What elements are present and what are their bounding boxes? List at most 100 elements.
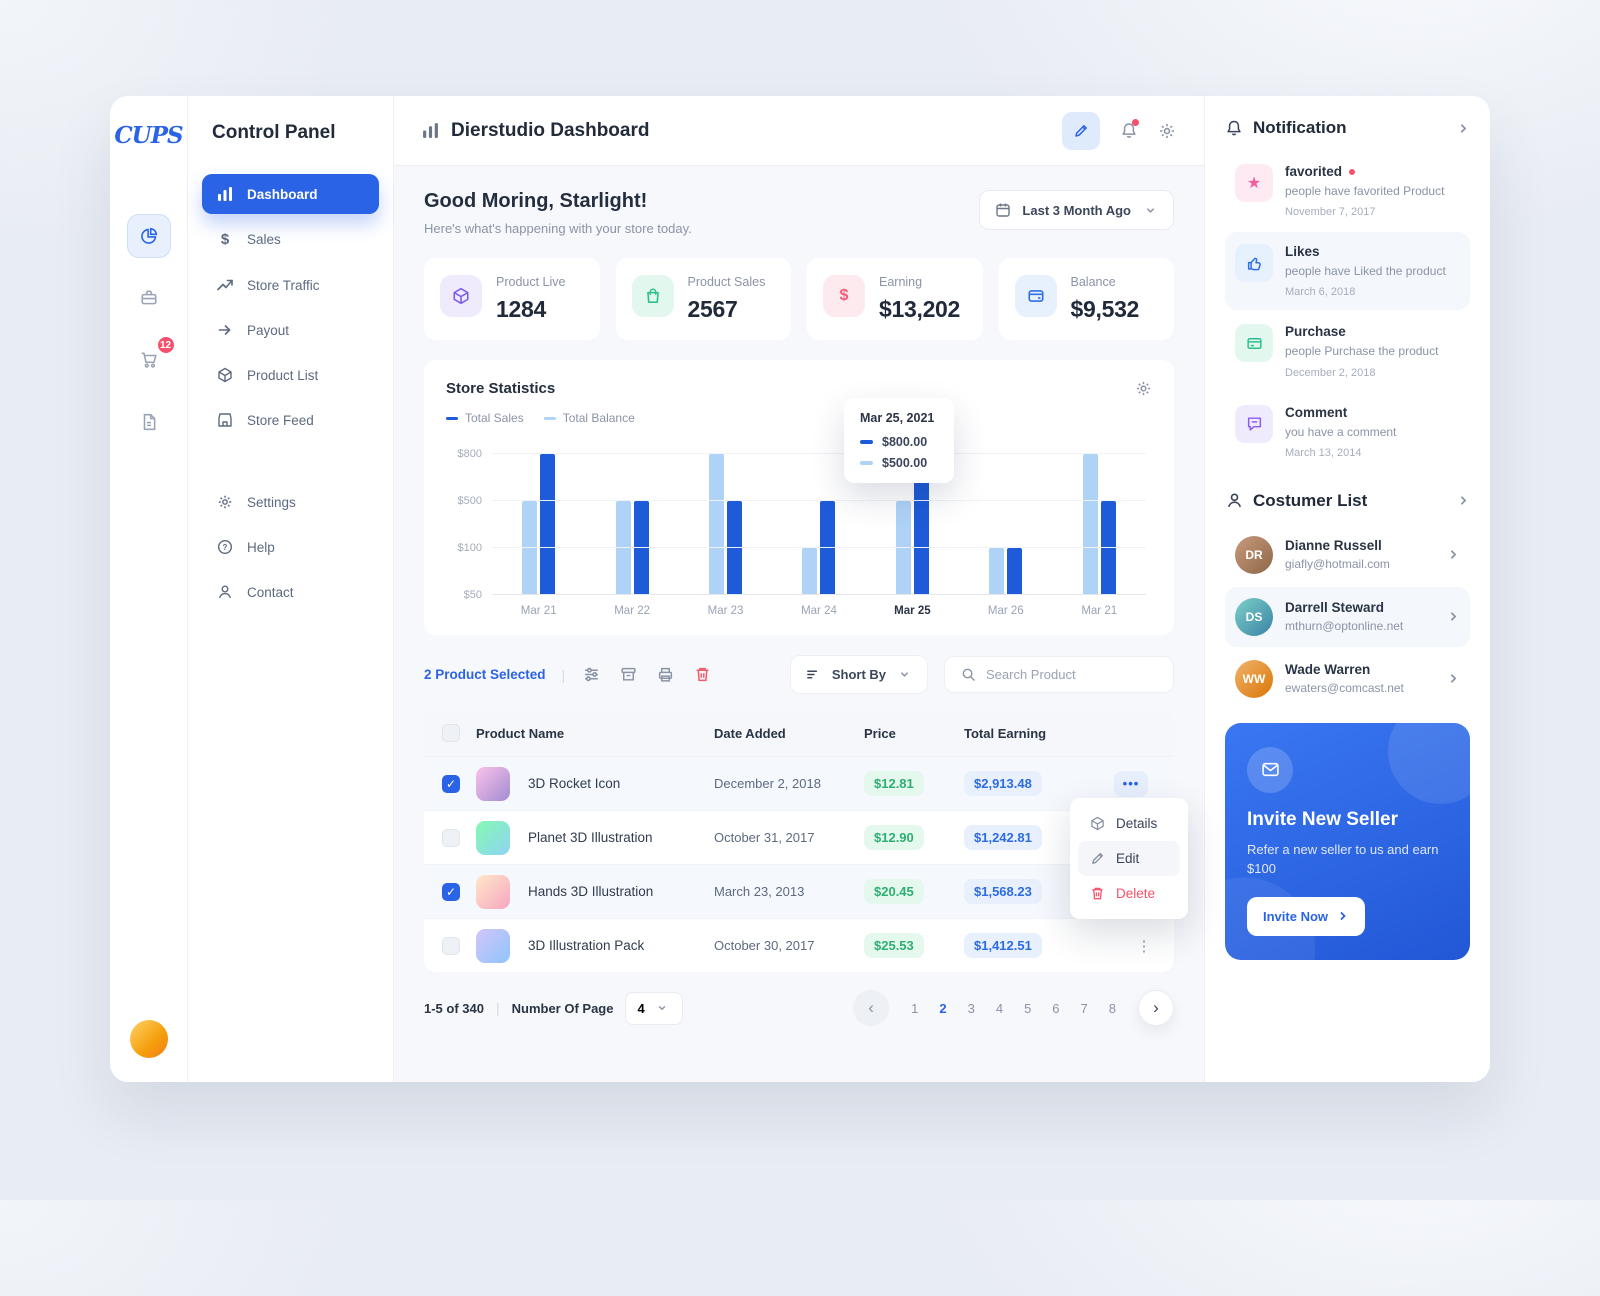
chevron-right-icon[interactable] (1447, 610, 1460, 623)
selected-count-label: 2 Product Selected (424, 667, 546, 682)
customer-name: Wade Warren (1285, 662, 1371, 678)
row-actions-button[interactable]: ••• (1114, 770, 1148, 797)
edit-button[interactable] (1062, 111, 1100, 150)
rail-item-products[interactable] (127, 276, 171, 320)
invite-now-button[interactable]: Invite Now (1247, 896, 1366, 936)
price-badge: $12.81 (864, 771, 924, 796)
row-checkbox[interactable] (442, 936, 460, 955)
archive-button[interactable] (618, 664, 639, 685)
table-row[interactable]: Planet 3D Illustration October 31, 2017 … (424, 810, 1174, 864)
user-avatar[interactable] (129, 1020, 168, 1058)
delete-button[interactable] (692, 664, 713, 685)
main-area: Dierstudio Dashboard (394, 96, 1204, 1082)
page-button[interactable]: 7 (1079, 997, 1090, 1020)
row-checkbox[interactable]: ✓ (442, 774, 460, 793)
customer-item[interactable]: WW Wade Warren ewaters@comcast.net (1225, 649, 1470, 709)
row-checkbox[interactable]: ✓ (442, 882, 460, 901)
invite-title: Invite New Seller (1247, 808, 1399, 830)
next-page-button[interactable]: › (1138, 990, 1174, 1026)
chart-bar-group[interactable] (604, 501, 660, 595)
notification-item-purchase[interactable]: Purchase people Purchase the product Dec… (1225, 312, 1470, 390)
chart-bar-group[interactable] (1071, 454, 1127, 595)
customer-item[interactable]: DR Dianne Russell giafly@hotmail.com (1225, 525, 1470, 585)
notification-item-favorited[interactable]: ★ favorited people have favorited Produc… (1225, 152, 1470, 230)
prev-page-button[interactable]: ‹ (853, 990, 890, 1026)
notification-item-likes[interactable]: Likes people have Liked the product Marc… (1225, 232, 1470, 311)
date-range-filter[interactable]: Last 3 Month Ago (979, 190, 1174, 230)
chart-bar[interactable] (820, 501, 836, 595)
chart-bar[interactable] (540, 454, 556, 595)
sidebar-item-dashboard[interactable]: Dashboard (202, 174, 379, 214)
chart-bar-group[interactable] (698, 454, 754, 595)
search-input[interactable] (986, 667, 1159, 682)
chevron-right-icon[interactable] (1447, 672, 1460, 685)
chart-bar[interactable] (802, 548, 818, 595)
chart-bar-group[interactable] (511, 454, 567, 595)
chart-xtick-label: Mar 23 (707, 605, 744, 617)
row-checkbox[interactable] (442, 828, 460, 847)
sidebar-item-product-list[interactable]: Product List (202, 355, 379, 395)
settings-button[interactable] (1158, 122, 1176, 140)
bar-chart-icon (216, 186, 234, 202)
rail-item-analytics[interactable] (126, 214, 171, 258)
chart-bar[interactable] (1100, 501, 1116, 595)
table-row[interactable]: ✓ Hands 3D Illustration March 23, 2013 $… (424, 864, 1174, 918)
page-button[interactable]: 1 (909, 997, 920, 1020)
chart-bar[interactable] (989, 548, 1005, 595)
user-icon (1225, 492, 1243, 509)
notification-item-date: November 7, 2017 (1285, 206, 1376, 219)
chart-bar[interactable] (1007, 548, 1023, 595)
star-icon: ★ (1235, 164, 1273, 202)
customer-email: mthurn@optonline.net (1285, 619, 1404, 634)
chart-bar[interactable] (727, 501, 743, 595)
sidebar-item-store-traffic[interactable]: Store Traffic (202, 265, 379, 305)
context-menu-delete[interactable]: Delete (1078, 876, 1180, 911)
sidebar-item-settings[interactable]: Settings (202, 482, 379, 522)
trash-icon (1088, 886, 1106, 901)
filter-sliders-button[interactable] (581, 664, 602, 685)
table-row[interactable]: ✓ 3D Rocket Icon December 2, 2018 $12.81… (424, 756, 1174, 810)
page-button[interactable]: 8 (1107, 997, 1118, 1020)
chart-bar[interactable] (522, 501, 538, 595)
chart-bar[interactable] (633, 501, 649, 595)
rail-item-documents[interactable] (127, 400, 171, 444)
notifications-expand-button[interactable] (1457, 122, 1470, 135)
price-badge: $12.90 (864, 825, 924, 850)
nav-divider (202, 445, 379, 477)
page-button[interactable]: 6 (1050, 997, 1061, 1020)
chart-bar[interactable] (615, 501, 631, 595)
chart-bar-group[interactable] (978, 548, 1034, 595)
sidebar-item-contact[interactable]: Contact (202, 572, 379, 612)
chart-bar-group[interactable] (884, 454, 940, 595)
sort-by-dropdown[interactable]: Short By (789, 655, 928, 694)
context-menu-details[interactable]: Details (1078, 806, 1180, 841)
sidebar-item-help[interactable]: ? Help (202, 527, 379, 567)
page-button[interactable]: 4 (994, 997, 1005, 1020)
context-menu-edit[interactable]: Edit (1078, 841, 1180, 876)
per-page-dropdown[interactable]: 4 (625, 991, 683, 1025)
chart-settings-button[interactable] (1134, 380, 1152, 397)
chart-bar-group[interactable] (791, 501, 847, 595)
page-button-active[interactable]: 2 (937, 997, 948, 1020)
chart-bar[interactable] (1082, 454, 1098, 595)
notification-header: Notification (1225, 118, 1470, 138)
sidebar-item-sales[interactable]: $ Sales (202, 219, 379, 260)
sidebar-item-payout[interactable]: Payout (202, 310, 379, 350)
customer-item[interactable]: DS Darrell Steward mthurn@optonline.net (1225, 586, 1470, 647)
select-all-checkbox[interactable] (442, 724, 460, 742)
sidebar-item-store-feed[interactable]: Store Feed (202, 400, 379, 440)
table-row[interactable]: 3D Illustration Pack October 30, 2017 $2… (424, 918, 1174, 972)
rail-item-cart[interactable]: 12 (127, 335, 176, 382)
chevron-right-icon[interactable] (1447, 548, 1460, 561)
notification-item-comment[interactable]: Comment you have a comment March 13, 201… (1225, 393, 1470, 471)
page-button[interactable]: 3 (966, 997, 977, 1020)
chart-bar[interactable] (895, 501, 911, 595)
sidebar-item-label: Product List (247, 367, 319, 383)
chart-bar[interactable] (913, 454, 929, 595)
print-button[interactable] (655, 664, 676, 685)
chart-bar[interactable] (709, 454, 725, 595)
row-actions-button[interactable]: ⋮ (1114, 933, 1174, 959)
page-button[interactable]: 5 (1022, 997, 1033, 1020)
notifications-button[interactable] (1120, 119, 1139, 140)
customers-expand-button[interactable] (1457, 494, 1470, 507)
